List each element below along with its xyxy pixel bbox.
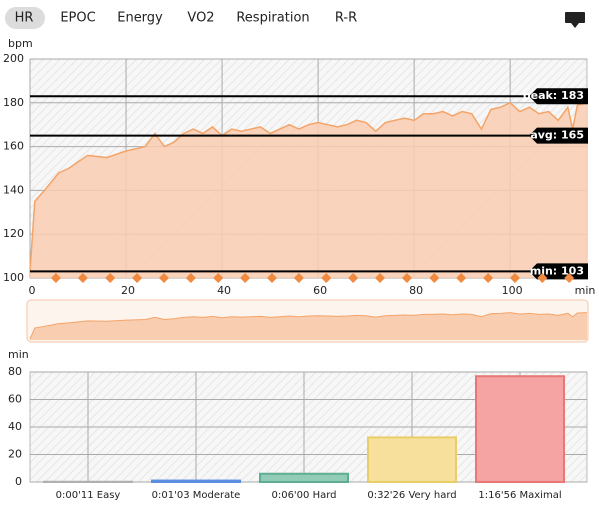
lap-marker[interactable]	[293, 273, 304, 283]
device-icon[interactable]	[565, 12, 585, 28]
x-tick-label: 0	[29, 284, 36, 297]
y-tick-label: 140	[3, 183, 24, 196]
lap-marker[interactable]	[158, 273, 169, 283]
bar[interactable]	[151, 479, 241, 483]
reference-label: min: 103	[530, 264, 584, 277]
lap-marker[interactable]	[564, 273, 575, 283]
lap-marker[interactable]	[483, 273, 494, 283]
reference-tag	[529, 88, 588, 105]
bar[interactable]	[259, 472, 349, 483]
tab[interactable]: Respiration	[236, 11, 309, 26]
lap-marker[interactable]	[321, 273, 332, 283]
x-tick-label: 1:16'56 Maximal	[478, 490, 561, 501]
lap-marker[interactable]	[77, 273, 88, 283]
reference-label: avg: 165	[530, 129, 584, 142]
y-tick-label: 60	[8, 393, 22, 406]
x-tick-label: 40	[217, 284, 231, 297]
lap-marker[interactable]	[456, 273, 467, 283]
x-tick-label: 100	[502, 284, 523, 297]
lap-marker[interactable]	[240, 273, 251, 283]
lap-marker[interactable]	[213, 273, 224, 283]
hr-area	[30, 102, 587, 278]
x-tick-label: 0:01'03 Moderate	[152, 490, 241, 501]
y-tick-label: 120	[3, 227, 24, 240]
y-tick-label: 40	[8, 420, 22, 433]
tab[interactable]: EPOC	[60, 11, 95, 26]
lap-marker[interactable]	[267, 273, 278, 283]
x-tick-label: 60	[313, 284, 327, 297]
x-axis-label: min	[575, 284, 596, 297]
bar[interactable]	[367, 436, 457, 484]
y-tick-label: 200	[3, 52, 24, 65]
lap-marker[interactable]	[185, 273, 196, 283]
lap-marker[interactable]	[375, 273, 386, 283]
overview-line	[29, 312, 588, 340]
x-tick-label: 0:06'00 Hard	[271, 490, 336, 501]
lap-marker[interactable]	[50, 273, 61, 283]
bar[interactable]	[475, 375, 565, 483]
y-axis-label: bpm	[8, 37, 33, 50]
tab[interactable]: HR	[15, 11, 34, 26]
lap-marker[interactable]	[509, 273, 520, 283]
x-tick-label: 0:32'26 Very hard	[367, 490, 456, 501]
y-tick-label: 180	[3, 96, 24, 109]
y-tick-label: 0	[15, 475, 22, 488]
lap-marker[interactable]	[537, 273, 548, 283]
y-tick-label: 20	[8, 448, 22, 461]
lap-marker[interactable]	[401, 273, 412, 283]
tab-selected-bg	[5, 7, 45, 29]
reference-label: peak: 183	[523, 89, 584, 102]
y-axis-label: min	[8, 348, 29, 361]
y-tick-label: 160	[3, 140, 24, 153]
lap-marker[interactable]	[429, 273, 440, 283]
tab[interactable]: R-R	[335, 11, 357, 26]
reference-tag	[529, 127, 588, 144]
x-tick-label: 0:00'11 Easy	[56, 490, 121, 501]
x-tick-label: 20	[121, 284, 135, 297]
y-tick-label: 80	[8, 365, 22, 378]
x-tick-label: 80	[409, 284, 423, 297]
lap-marker[interactable]	[132, 273, 143, 283]
lap-marker[interactable]	[348, 273, 359, 283]
y-tick-label: 100	[3, 271, 24, 284]
tab[interactable]: VO2	[187, 11, 214, 26]
tab[interactable]: Energy	[117, 11, 163, 26]
lap-marker[interactable]	[105, 273, 116, 283]
